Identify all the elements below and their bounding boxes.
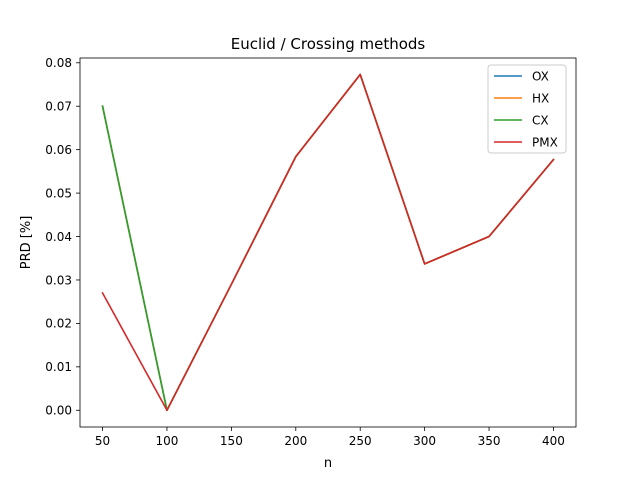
series-line-pmx [101,73,555,412]
series-line-cx [101,73,555,412]
series-line-ox [101,73,555,412]
x-tick-label: 150 [220,434,243,448]
x-tick-label: 350 [478,434,501,448]
x-tick-label: 400 [542,434,565,448]
legend-label-hx: HX [532,91,549,105]
legend-label-pmx: PMX [532,135,558,149]
legend-label-cx: CX [532,113,549,127]
x-axis-ticks: 50 100 150 200 250 300 350 400 [95,427,565,448]
legend-label-ox: OX [532,69,549,83]
legend-box [487,64,567,154]
y-tick-label: 0.07 [45,100,72,114]
y-tick-label: 0.01 [45,360,72,374]
x-axis-label: n [324,456,332,471]
x-tick-label: 200 [284,434,307,448]
y-tick-label: 0.05 [45,186,72,200]
y-axis-ticks: 0.00 0.01 0.02 0.03 0.04 0.05 0.06 0.07 0.08 [45,56,80,418]
series-line-hx [101,73,555,412]
y-tick-label: 0.06 [45,143,72,157]
x-tick-label: 100 [156,434,179,448]
y-tick-label: 0.03 [45,273,72,287]
x-tick-label: 250 [349,434,372,448]
chart-title: Euclid / Crossing methods [231,35,426,53]
y-tick-label: 0.00 [45,404,72,418]
y-axis-label: PRD [%] [19,216,34,270]
y-tick-label: 0.08 [45,56,72,70]
x-tick-label: 50 [95,434,110,448]
legend: OX HX CX PMX [487,64,567,154]
y-tick-label: 0.04 [45,230,72,244]
plot-lines [101,73,555,412]
plot-frame [79,57,577,428]
y-tick-label: 0.02 [45,317,72,331]
x-tick-label: 300 [413,434,436,448]
